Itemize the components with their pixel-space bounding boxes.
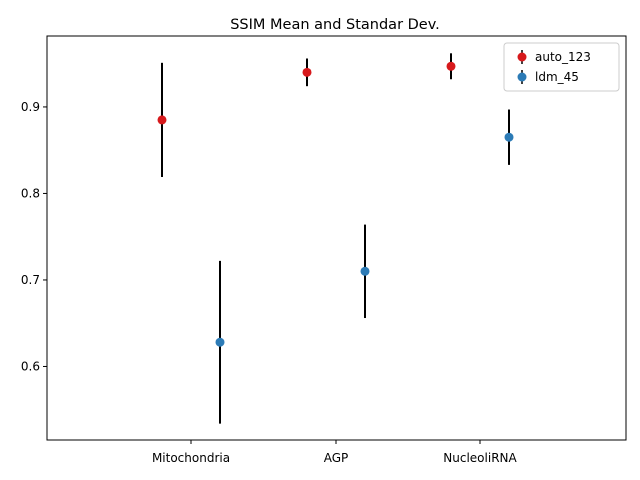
y-axis: 0.6 0.7 0.8 0.9 (21, 100, 47, 373)
data-marks (157, 53, 514, 424)
data-point (215, 337, 225, 347)
data-point (360, 266, 370, 276)
y-tick-label: 0.8 (21, 186, 40, 200)
legend: auto_123 ldm_45 (503, 42, 620, 92)
chart-title: SSIM Mean and Standar Dev. (230, 17, 440, 33)
x-tick-label: NucleoliRNA (443, 451, 517, 465)
y-tick-label: 0.6 (21, 359, 40, 373)
x-axis: Mitochondria AGP NucleoliRNA (152, 440, 518, 465)
x-tick-label: Mitochondria (152, 451, 230, 465)
plot-area (46, 35, 627, 441)
y-tick-label: 0.9 (21, 100, 40, 114)
data-point (504, 132, 514, 142)
legend-label: ldm_45 (535, 70, 579, 84)
x-tick-label: AGP (324, 451, 349, 465)
data-point (446, 61, 456, 71)
data-point (157, 115, 167, 125)
y-tick-label: 0.7 (21, 273, 40, 287)
legend-marker (517, 72, 527, 82)
data-point (302, 67, 312, 77)
legend-marker (517, 52, 527, 62)
legend-label: auto_123 (535, 50, 591, 64)
legend-box (503, 42, 620, 92)
